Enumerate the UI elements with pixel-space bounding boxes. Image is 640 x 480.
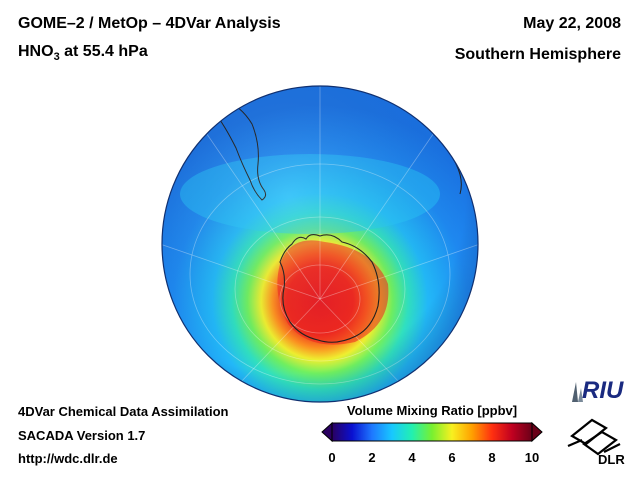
colorbar-title: Volume Mixing Ratio [ppbv] <box>346 403 518 418</box>
colorbar-tick-label: 2 <box>368 450 376 465</box>
colorbar-tick-label: 0 <box>328 450 336 465</box>
species-level-label: HNO3 at 55.4 hPa <box>18 43 148 63</box>
assimilation-label: 4DVar Chemical Data Assimilation <box>18 404 229 419</box>
globe-outline <box>161 85 479 403</box>
version-label: SACADA Version 1.7 <box>18 428 146 443</box>
colorbar-tick-label: 6 <box>448 450 456 465</box>
website-link[interactable]: http://wdc.dlr.de <box>18 451 118 466</box>
colorbar-low-arrow <box>321 421 333 443</box>
species-name: HNO <box>18 43 54 60</box>
colorbar-gradient <box>331 422 533 442</box>
riu-logo-text: RIU <box>582 377 624 404</box>
analysis-date: May 22, 2008 <box>523 15 621 32</box>
pressure-level: at 55.4 hPa <box>59 43 148 60</box>
polar-globe-map <box>161 85 479 403</box>
colorbar-tick-label: 10 <box>524 450 540 465</box>
colorbar <box>321 421 543 443</box>
colorbar-tick-label: 8 <box>488 450 496 465</box>
map-title: GOME–2 / MetOp – 4DVar Analysis <box>18 15 281 32</box>
dlr-logo-text: DLR <box>598 452 625 466</box>
hemisphere-label: Southern Hemisphere <box>454 46 621 63</box>
dlr-logo: DLR <box>567 418 625 466</box>
colorbar-tick-label: 4 <box>408 450 416 465</box>
colorbar-high-arrow <box>531 421 543 443</box>
riu-logo: RIU <box>572 377 624 404</box>
species-subscript: 3 <box>53 51 60 64</box>
